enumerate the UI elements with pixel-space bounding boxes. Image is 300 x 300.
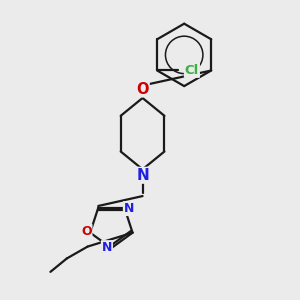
Text: N: N [124, 202, 134, 215]
Text: Cl: Cl [185, 64, 199, 77]
Text: O: O [81, 225, 92, 238]
Text: O: O [136, 82, 149, 97]
Text: N: N [136, 168, 149, 183]
Text: N: N [102, 241, 112, 254]
